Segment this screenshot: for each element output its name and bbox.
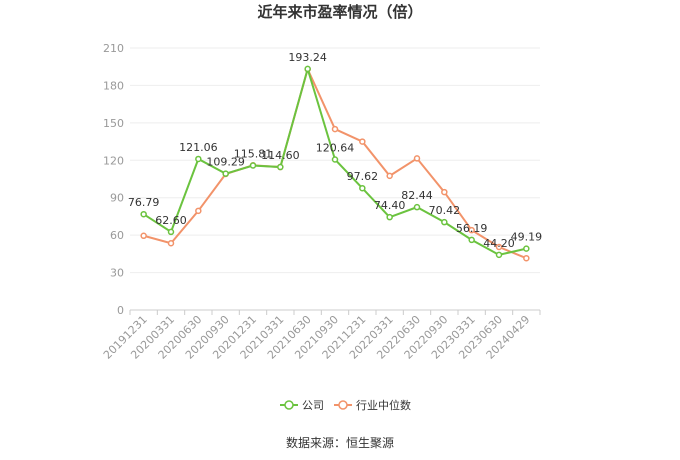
data-point[interactable] [413, 203, 421, 211]
data-point[interactable] [386, 213, 393, 221]
y-tick-label: 0 [117, 304, 124, 317]
data-point[interactable] [140, 210, 147, 218]
data-point[interactable] [249, 162, 257, 169]
data-label: 74.40 [374, 199, 406, 212]
data-label: 62.60 [155, 214, 187, 227]
data-point[interactable] [523, 245, 530, 252]
data-label: 120.64 [316, 141, 355, 154]
data-point[interactable] [167, 228, 175, 236]
data-label: 70.42 [429, 204, 461, 217]
legend-label: 公司 [302, 399, 324, 412]
data-point[interactable] [359, 138, 366, 145]
data-point[interactable] [222, 170, 229, 177]
data-label: 114.60 [261, 149, 300, 162]
data-point[interactable] [523, 254, 530, 262]
data-label: 44.20 [483, 237, 515, 250]
data-point[interactable] [386, 172, 393, 180]
data-point[interactable] [195, 155, 202, 163]
source-note: 数据来源：恒生聚源 [286, 435, 394, 450]
data-label: 82.44 [401, 189, 433, 202]
data-label: 97.62 [347, 170, 379, 183]
data-label: 121.06 [179, 141, 218, 154]
data-point[interactable] [140, 232, 147, 240]
x-axis: 2019123120200331202006302020093020201231… [101, 310, 541, 362]
y-tick-label: 60 [110, 229, 124, 242]
data-point[interactable] [441, 218, 448, 226]
legend-label: 行业中位数 [356, 398, 411, 412]
data-label: 193.24 [288, 51, 327, 64]
data-point[interactable] [167, 240, 175, 247]
y-tick-label: 180 [103, 79, 124, 92]
y-tick-label: 120 [103, 154, 124, 167]
series-lines [140, 65, 530, 262]
data-label: 115.81 [234, 148, 273, 161]
data-label: 56.19 [456, 222, 488, 235]
data-point[interactable] [195, 207, 202, 215]
y-tick-label: 150 [103, 117, 124, 130]
data-point[interactable] [441, 188, 448, 196]
data-point[interactable] [331, 156, 339, 163]
data-point[interactable] [359, 184, 366, 192]
data-point[interactable] [495, 243, 503, 251]
data-point[interactable] [277, 163, 284, 171]
legend[interactable]: 公司 行业中位数 [280, 398, 411, 412]
data-label: 76.79 [128, 196, 160, 209]
data-point[interactable] [468, 226, 475, 234]
legend-item-0[interactable]: 公司 [280, 399, 324, 412]
y-axis: 0 30 60 90 120 150 180 210 [103, 42, 124, 317]
data-point[interactable] [331, 125, 339, 133]
data-label: 49.19 [511, 231, 543, 244]
y-tick-label: 90 [110, 192, 124, 205]
data-label: 109.29 [206, 156, 245, 169]
data-point[interactable] [304, 65, 311, 73]
legend-marker [338, 400, 348, 410]
y-tick-label: 30 [110, 267, 124, 280]
data-point[interactable] [468, 236, 475, 244]
legend-marker [284, 400, 294, 410]
data-point[interactable] [495, 251, 503, 259]
y-tick-label: 210 [103, 42, 124, 55]
legend-item-1[interactable]: 行业中位数 [334, 398, 411, 412]
chart-title: 近年来市盈率情况（倍） [257, 3, 422, 21]
data-point[interactable] [413, 155, 421, 162]
